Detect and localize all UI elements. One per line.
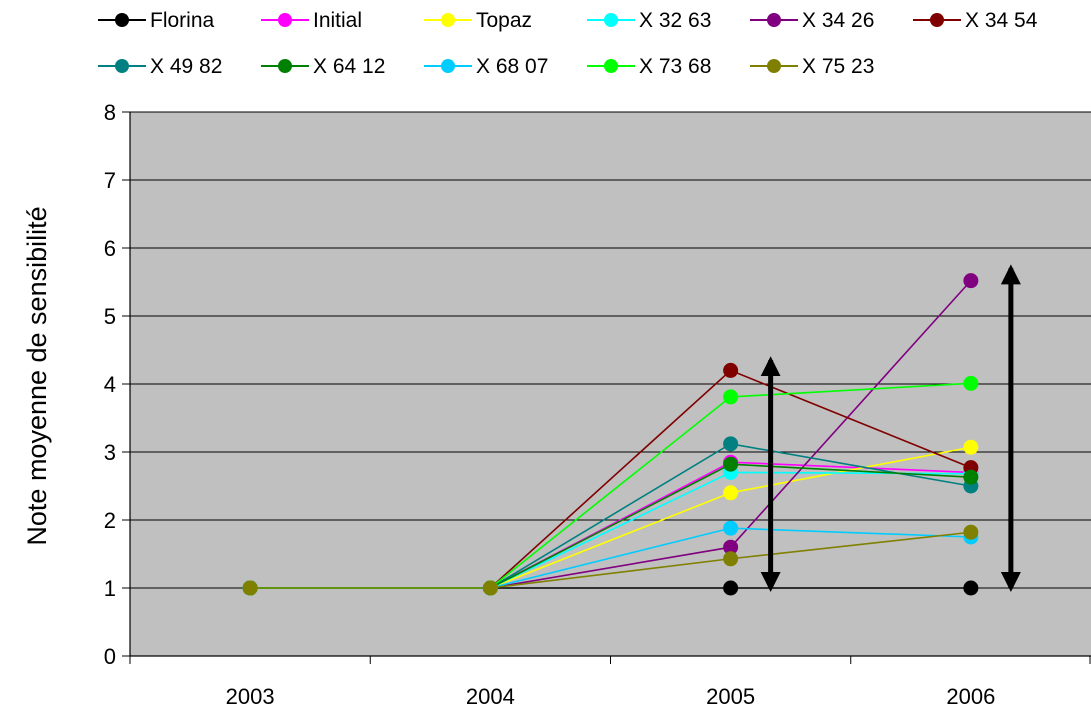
legend-item-x-49-82: X 49 82 bbox=[98, 55, 222, 78]
legend-item-x-32-63: X 32 63 bbox=[587, 9, 711, 32]
legend: Florina Initial Topaz X 32 63 X 34 26 X 34 54… bbox=[98, 9, 1038, 78]
series-line-x-75-23 bbox=[250, 531, 971, 589]
legend-item-x-64-12: X 64 12 bbox=[261, 55, 385, 78]
legend-label: X 49 82 bbox=[150, 55, 222, 78]
legend-label: X 32 63 bbox=[639, 9, 711, 32]
point-x-49-82-2005 bbox=[723, 436, 739, 452]
legend-swatch-marker bbox=[767, 59, 781, 73]
legend-label: X 34 26 bbox=[802, 9, 874, 32]
y-tick-label: 0 bbox=[104, 644, 116, 669]
legend-label: X 34 54 bbox=[965, 9, 1038, 32]
x-tick-label: 2003 bbox=[226, 684, 275, 709]
legend-item-x-75-23: X 75 23 bbox=[750, 55, 874, 78]
point-x-73-68-2005 bbox=[723, 389, 739, 405]
legend-swatch-marker bbox=[930, 13, 944, 27]
point-x-34-26-2006 bbox=[963, 273, 979, 289]
legend-swatch-marker bbox=[115, 13, 129, 27]
y-tick-label: 2 bbox=[104, 508, 116, 533]
legend-swatch-marker bbox=[604, 59, 618, 73]
y-tick-label: 8 bbox=[104, 100, 116, 125]
point-x-64-12-2005 bbox=[723, 456, 739, 472]
legend-swatch-marker bbox=[441, 59, 455, 73]
legend-swatch-marker bbox=[604, 13, 618, 27]
legend-item-x-34-26: X 34 26 bbox=[750, 9, 874, 32]
legend-swatch-marker bbox=[278, 59, 292, 73]
legend-swatch-marker bbox=[441, 13, 455, 27]
legend-item-initial: Initial bbox=[261, 9, 362, 32]
legend-label: Florina bbox=[150, 9, 215, 32]
y-tick-label: 4 bbox=[104, 372, 116, 397]
legend-label: X 64 12 bbox=[313, 55, 385, 78]
point-florina-2005 bbox=[723, 580, 739, 596]
legend-label: Initial bbox=[313, 9, 362, 32]
point-x-75-23-2003 bbox=[242, 580, 258, 596]
x-tick-label: 2005 bbox=[706, 684, 755, 709]
legend-swatch-marker bbox=[278, 13, 292, 27]
legend-item-florina: Florina bbox=[98, 9, 215, 32]
y-tick-label: 7 bbox=[104, 168, 116, 193]
y-tick-label: 1 bbox=[104, 576, 116, 601]
point-x-34-54-2005 bbox=[723, 362, 739, 378]
y-axis-label: Note moyenne de sensibilité bbox=[22, 206, 52, 545]
legend-swatch-marker bbox=[767, 13, 781, 27]
annotations bbox=[760, 264, 1021, 592]
point-x-75-23-2005 bbox=[723, 551, 739, 567]
legend-item-x-73-68: X 73 68 bbox=[587, 55, 711, 78]
point-x-68-07-2005 bbox=[723, 520, 739, 536]
y-tick-label: 5 bbox=[104, 304, 116, 329]
point-x-75-23-2004 bbox=[482, 580, 498, 596]
point-florina-2006 bbox=[963, 580, 979, 596]
legend-item-x-68-07: X 68 07 bbox=[424, 55, 548, 78]
legend-label: Topaz bbox=[476, 9, 532, 32]
legend-label: X 75 23 bbox=[802, 55, 874, 78]
legend-swatch-marker bbox=[115, 59, 129, 73]
point-x-64-12-2006 bbox=[963, 469, 979, 485]
point-topaz-2005 bbox=[723, 485, 739, 501]
series-lines bbox=[250, 280, 972, 589]
point-topaz-2006 bbox=[963, 439, 979, 455]
y-tick-label: 6 bbox=[104, 236, 116, 261]
legend-label: X 68 07 bbox=[476, 55, 548, 78]
y-tick-label: 3 bbox=[104, 440, 116, 465]
x-tick-label: 2004 bbox=[466, 684, 515, 709]
legend-label: X 73 68 bbox=[639, 55, 711, 78]
y-axis-ticks: 0 1 2 3 4 5 6 7 8 bbox=[104, 100, 130, 669]
point-x-73-68-2006 bbox=[963, 375, 979, 391]
point-x-75-23-2006 bbox=[963, 524, 979, 540]
x-tick-label: 2006 bbox=[946, 684, 995, 709]
x-axis-ticks: 2003 2004 2005 2006 bbox=[129, 656, 1091, 709]
legend-item-x-34-54: X 34 54 bbox=[913, 9, 1038, 32]
series-points bbox=[242, 273, 979, 596]
legend-item-topaz: Topaz bbox=[424, 9, 532, 32]
